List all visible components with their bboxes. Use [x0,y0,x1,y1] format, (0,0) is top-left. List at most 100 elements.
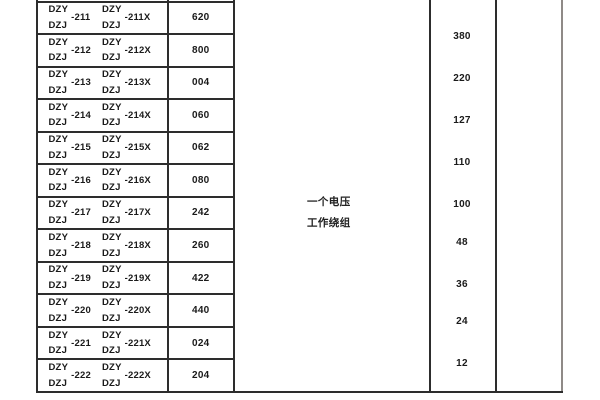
model-prefix: DZJ [102,84,121,96]
voltage-value: 12 [456,358,468,369]
row-divider [35,358,235,361]
table-right-border [560,0,563,392]
model-suffix: -222X [124,370,151,382]
model-cell: DZY DZJ -220 DZY DZJ -220X [37,294,169,327]
model-cell: DZY DZJ -216 DZY DZJ -216X [37,164,169,197]
table-row: DZY DZJ -213 DZY DZJ -213X 004 [37,67,234,100]
table-row: DZY DZJ -214 DZY DZJ -214X 060 [37,99,234,132]
model-prefix: DZY [48,329,69,341]
code-cell: 024 [191,337,210,349]
model-prefix: DZJ [102,247,121,259]
model-prefix: DZY [102,297,122,309]
table-row: DZY DZJ -219 DZY DZJ -219X 422 [37,262,234,295]
model-suffix: -222 [71,370,91,382]
model-suffix: -219X [124,272,151,284]
model-cell: DZY DZJ -217 DZY DZJ -217X [37,197,169,230]
winding-label-cell: 一个电压 工作绕组 [307,192,351,234]
model-suffix: -218 [71,240,91,252]
model-prefix: DZY [102,199,122,211]
row-divider [35,260,235,263]
table-row: DZY DZJ -221 DZY DZJ -221X 024 [37,327,234,360]
model-suffix: -211 [71,12,91,24]
model-prefix: DZJ [48,377,68,389]
table-row: DZY DZJ -217 DZY DZJ -217X 242 [37,197,234,230]
model-prefix: DZJ [48,280,68,292]
model-prefix: DZJ [48,247,68,259]
code-cell: 440 [191,305,210,317]
row-divider [35,130,235,133]
model-prefix: DZY [48,264,69,276]
model-prefix: DZJ [102,280,121,292]
model-suffix: -220 [71,305,91,317]
model-suffix: -211X [124,12,151,24]
model-suffix: -212X [124,44,151,56]
model-prefix: DZJ [48,345,68,357]
table-row: DZY DZJ -222 DZY DZJ -222X 204 [37,359,234,392]
model-prefix: DZY [48,69,69,81]
model-prefix: DZJ [48,312,68,324]
model-prefix: DZY [48,36,69,48]
table-row: DZY DZJ -215 DZY DZJ -215X 062 [37,132,234,165]
row-divider [35,65,235,68]
code-cell: 620 [191,12,210,24]
model-prefix: DZY [48,4,69,16]
code-cell: 062 [191,142,210,154]
model-prefix: DZY [102,4,122,16]
row-divider [35,163,235,166]
code-cell: 004 [191,77,210,89]
model-suffix: -215X [124,142,151,154]
model-suffix: -214X [124,109,151,121]
model-suffix: -220X [124,305,151,317]
model-suffix: -216X [124,174,151,186]
model-prefix: DZY [102,264,122,276]
model-prefix: DZY [102,134,122,146]
code-cell: 060 [191,109,210,121]
model-prefix: DZJ [48,214,68,226]
table-bottom-border [35,390,563,393]
model-suffix: -218X [124,240,151,252]
model-cell: DZY DZJ -218 DZY DZJ -218X [37,229,169,262]
code-cell: 080 [191,174,210,186]
table-row: DZY DZJ -218 DZY DZJ -218X 260 [37,229,234,262]
model-suffix: -217X [124,207,151,219]
winding-label-line1: 一个电压 [307,196,351,208]
code-cell: 242 [191,207,210,219]
model-prefix: DZJ [48,19,68,31]
table-row: DZY DZJ -220 DZY DZJ -220X 440 [37,294,234,327]
model-prefix: DZY [102,231,122,243]
model-prefix: DZY [48,297,69,309]
model-prefix: DZY [102,69,122,81]
row-divider [35,195,235,198]
model-prefix: DZJ [48,149,68,161]
model-prefix: DZY [48,134,69,146]
model-cell: DZY DZJ -213 DZY DZJ -213X [37,67,169,100]
row-divider [35,33,235,35]
voltage-value: 220 [453,73,471,84]
code-cell: 422 [191,272,210,284]
voltage-value: 380 [453,31,471,42]
row-divider [35,325,235,328]
model-cell: DZY DZJ -211 DZY DZJ -211X [37,2,169,35]
model-suffix: -213 [71,77,91,89]
code-cell: 800 [191,44,210,56]
code-cell: 204 [191,370,210,382]
model-prefix: DZJ [102,345,121,357]
model-prefix: DZJ [102,149,121,161]
model-prefix: DZY [48,231,69,243]
model-cell: DZY DZJ -219 DZY DZJ -219X [37,262,169,295]
model-prefix: DZJ [48,117,68,129]
voltage-value: 100 [453,199,471,210]
table-row: DZY DZJ -212 DZY DZJ -212X 800 [37,34,234,67]
model-prefix: DZJ [102,182,121,194]
voltage-value: 127 [453,115,471,126]
model-suffix: -216 [71,174,91,186]
model-suffix: -219 [71,272,91,284]
model-prefix: DZJ [48,52,68,64]
model-suffix: -215 [71,142,91,154]
voltage-value: 24 [456,316,468,327]
model-suffix: -213X [124,77,151,89]
model-prefix: DZY [102,362,122,374]
model-prefix: DZY [102,36,122,48]
model-cell: DZY DZJ -221 DZY DZJ -221X [37,327,169,360]
model-cell: DZY DZJ -215 DZY DZJ -215X [37,132,169,165]
